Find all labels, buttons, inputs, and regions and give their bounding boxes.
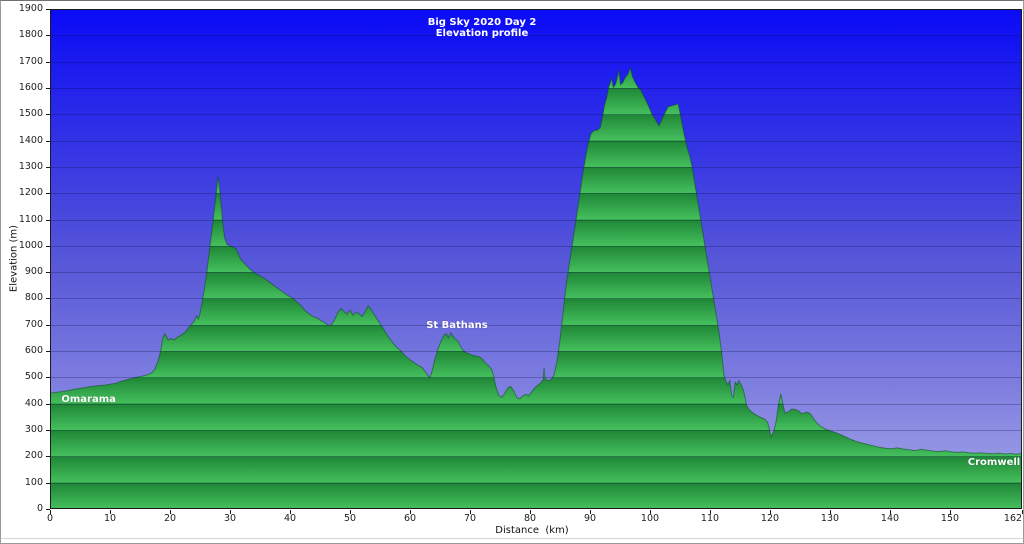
x-tick-mark [410, 510, 411, 514]
plot-area: Big Sky 2020 Day 2 Elevation profile Oma… [50, 9, 1022, 509]
chart-title-line2: Elevation profile [435, 28, 529, 39]
y-tick-mark [46, 456, 50, 457]
x-tick-label: 90 [583, 513, 597, 524]
x-tick-mark [950, 510, 951, 514]
y-tick-label: 800 [24, 292, 43, 303]
x-tick-label: 110 [700, 513, 720, 524]
y-tick-label: 1100 [18, 214, 43, 225]
x-tick-mark [590, 510, 591, 514]
window-bottom-edge [1, 538, 1023, 539]
x-tick-label: 70 [463, 513, 477, 524]
y-tick-mark [46, 62, 50, 63]
y-tick-mark [46, 509, 50, 510]
x-tick-label: 120 [760, 513, 780, 524]
y-tick-label: 1700 [18, 56, 43, 67]
x-tick-label: 130 [820, 513, 840, 524]
y-tick-label: 600 [24, 345, 43, 356]
annotation-omarama: Omarama [61, 394, 116, 406]
annotation-cromwell: Cromwell [967, 456, 1021, 468]
x-tick-label: 150 [940, 513, 960, 524]
y-tick-label: 1600 [18, 82, 43, 93]
elevation-chart [50, 9, 1022, 509]
y-tick-mark [46, 404, 50, 405]
y-tick-label: 1000 [18, 240, 43, 251]
y-tick-label: 500 [24, 371, 43, 382]
y-tick-mark [46, 272, 50, 273]
y-tick-mark [46, 9, 50, 10]
y-tick-mark [46, 167, 50, 168]
y-tick-mark [46, 377, 50, 378]
y-tick-mark [46, 298, 50, 299]
y-tick-label: 900 [24, 266, 43, 277]
x-axis-title: Distance (km) [495, 525, 569, 536]
x-tick-mark [170, 510, 171, 514]
x-tick-mark [890, 510, 891, 514]
x-tick-mark [710, 510, 711, 514]
y-tick-mark [46, 35, 50, 36]
x-tick-label: 60 [403, 513, 417, 524]
x-tick-mark [530, 510, 531, 514]
y-tick-label: 200 [24, 450, 43, 461]
y-tick-mark [46, 114, 50, 115]
x-tick-mark [470, 510, 471, 514]
y-tick-mark [46, 220, 50, 221]
x-tick-label: 80 [523, 513, 537, 524]
x-tick-mark [1022, 510, 1023, 514]
y-tick-label: 100 [24, 477, 43, 488]
x-tick-label: 140 [880, 513, 900, 524]
y-tick-label: 300 [24, 424, 43, 435]
chart-title-line1: Big Sky 2020 Day 2 [427, 17, 537, 28]
x-tick-mark [50, 510, 51, 514]
x-tick-mark [290, 510, 291, 514]
x-tick-label: 20 [163, 513, 177, 524]
y-tick-mark [46, 246, 50, 247]
y-tick-label: 1300 [18, 161, 43, 172]
x-tick-mark [350, 510, 351, 514]
y-tick-mark [46, 430, 50, 431]
x-tick-label: 10 [103, 513, 117, 524]
y-tick-label: 0 [36, 503, 43, 514]
y-tick-mark [46, 141, 50, 142]
y-tick-label: 1400 [18, 135, 43, 146]
y-tick-label: 1900 [18, 3, 43, 14]
elevation-profile-area [50, 66, 1022, 509]
y-tick-label: 700 [24, 319, 43, 330]
y-tick-label: 1500 [18, 108, 43, 119]
plot-border [50, 9, 1022, 509]
y-tick-mark [46, 483, 50, 484]
y-tick-mark [46, 351, 50, 352]
annotation-st-bathans: St Bathans [426, 320, 488, 332]
y-tick-mark [46, 325, 50, 326]
y-tick-label: 1200 [18, 187, 43, 198]
y-tick-mark [46, 193, 50, 194]
x-tick-label: 30 [223, 513, 237, 524]
x-tick-label: 50 [343, 513, 357, 524]
y-tick-label: 1800 [18, 29, 43, 40]
x-tick-label: 162 [1003, 513, 1023, 524]
x-tick-label: 0 [46, 513, 54, 524]
gridlines [50, 35, 1022, 484]
y-tick-mark [46, 88, 50, 89]
x-tick-mark [830, 510, 831, 514]
x-tick-mark [770, 510, 771, 514]
x-tick-label: 100 [640, 513, 660, 524]
x-tick-mark [230, 510, 231, 514]
x-tick-mark [650, 510, 651, 514]
x-tick-mark [110, 510, 111, 514]
x-tick-label: 40 [283, 513, 297, 524]
y-tick-label: 400 [24, 398, 43, 409]
chart-title: Big Sky 2020 Day 2 Elevation profile [402, 17, 562, 39]
